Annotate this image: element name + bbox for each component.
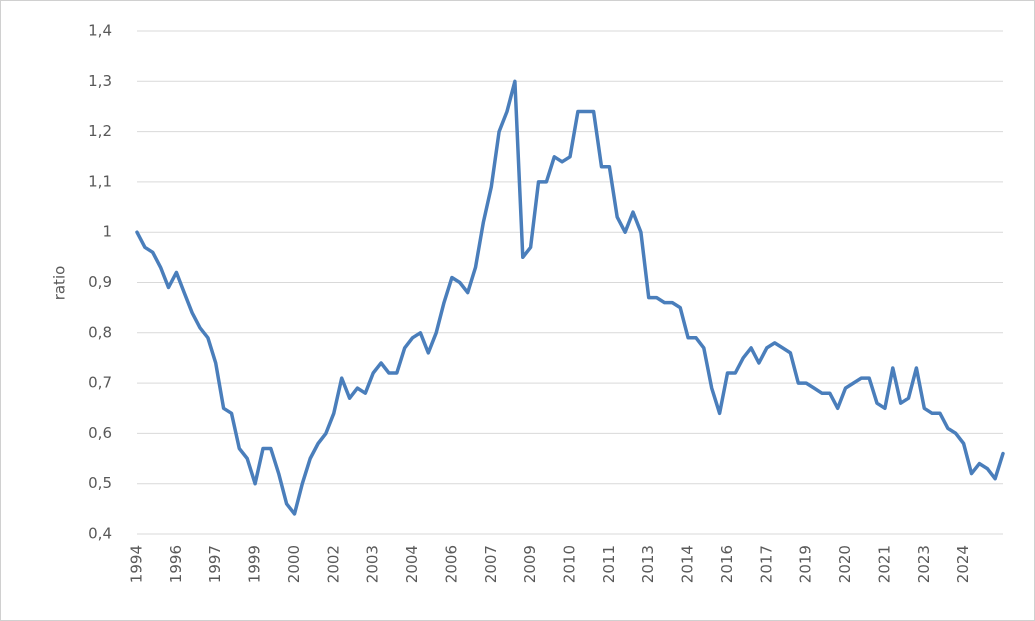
x-tick-label: 2002: [324, 545, 342, 583]
x-tick-label: 2017: [757, 545, 775, 583]
y-axis-label: ratio: [51, 266, 69, 301]
x-tick-label: 2010: [561, 545, 579, 583]
x-tick-label: 2006: [442, 545, 460, 583]
x-tick-label: 2016: [718, 545, 736, 583]
x-tick-label: 2009: [521, 545, 539, 583]
x-tick-label: 1996: [167, 545, 185, 583]
x-tick-label: 2023: [915, 545, 933, 583]
y-tick-label: 1,4: [88, 22, 112, 40]
x-tick-label: 2013: [639, 545, 657, 583]
y-tick-label: 0,7: [88, 374, 112, 392]
x-tick-label: 2014: [679, 545, 697, 583]
y-tick-label: 1,1: [88, 172, 112, 190]
x-tick-label: 2003: [364, 545, 382, 583]
x-tick-label: 2007: [482, 545, 500, 583]
y-tick-label: 0,6: [88, 424, 112, 442]
x-tick-label: 2000: [285, 545, 303, 583]
y-tick-label: 1: [102, 223, 112, 241]
data-line: [135, 79, 1005, 516]
y-tick-label: 1,2: [88, 122, 112, 140]
y-tick-label: 0,8: [88, 323, 112, 341]
x-tick-label: 1997: [206, 545, 224, 583]
x-tick-label: 2019: [797, 545, 815, 583]
y-tick-label: 0,4: [88, 525, 112, 543]
x-tick-label: 2024: [954, 545, 972, 583]
x-tick-label: 1994: [128, 545, 146, 583]
y-tick-label: 1,3: [88, 72, 112, 90]
x-tick-label: 1999: [246, 545, 264, 583]
y-tick-label: 0,5: [88, 474, 112, 492]
y-tick-label: 0,9: [88, 273, 112, 291]
x-tick-label: 2004: [403, 545, 421, 583]
x-tick-label: 2021: [875, 545, 893, 583]
x-tick-label: 2020: [836, 545, 854, 583]
x-tick-label: 2011: [600, 545, 618, 583]
